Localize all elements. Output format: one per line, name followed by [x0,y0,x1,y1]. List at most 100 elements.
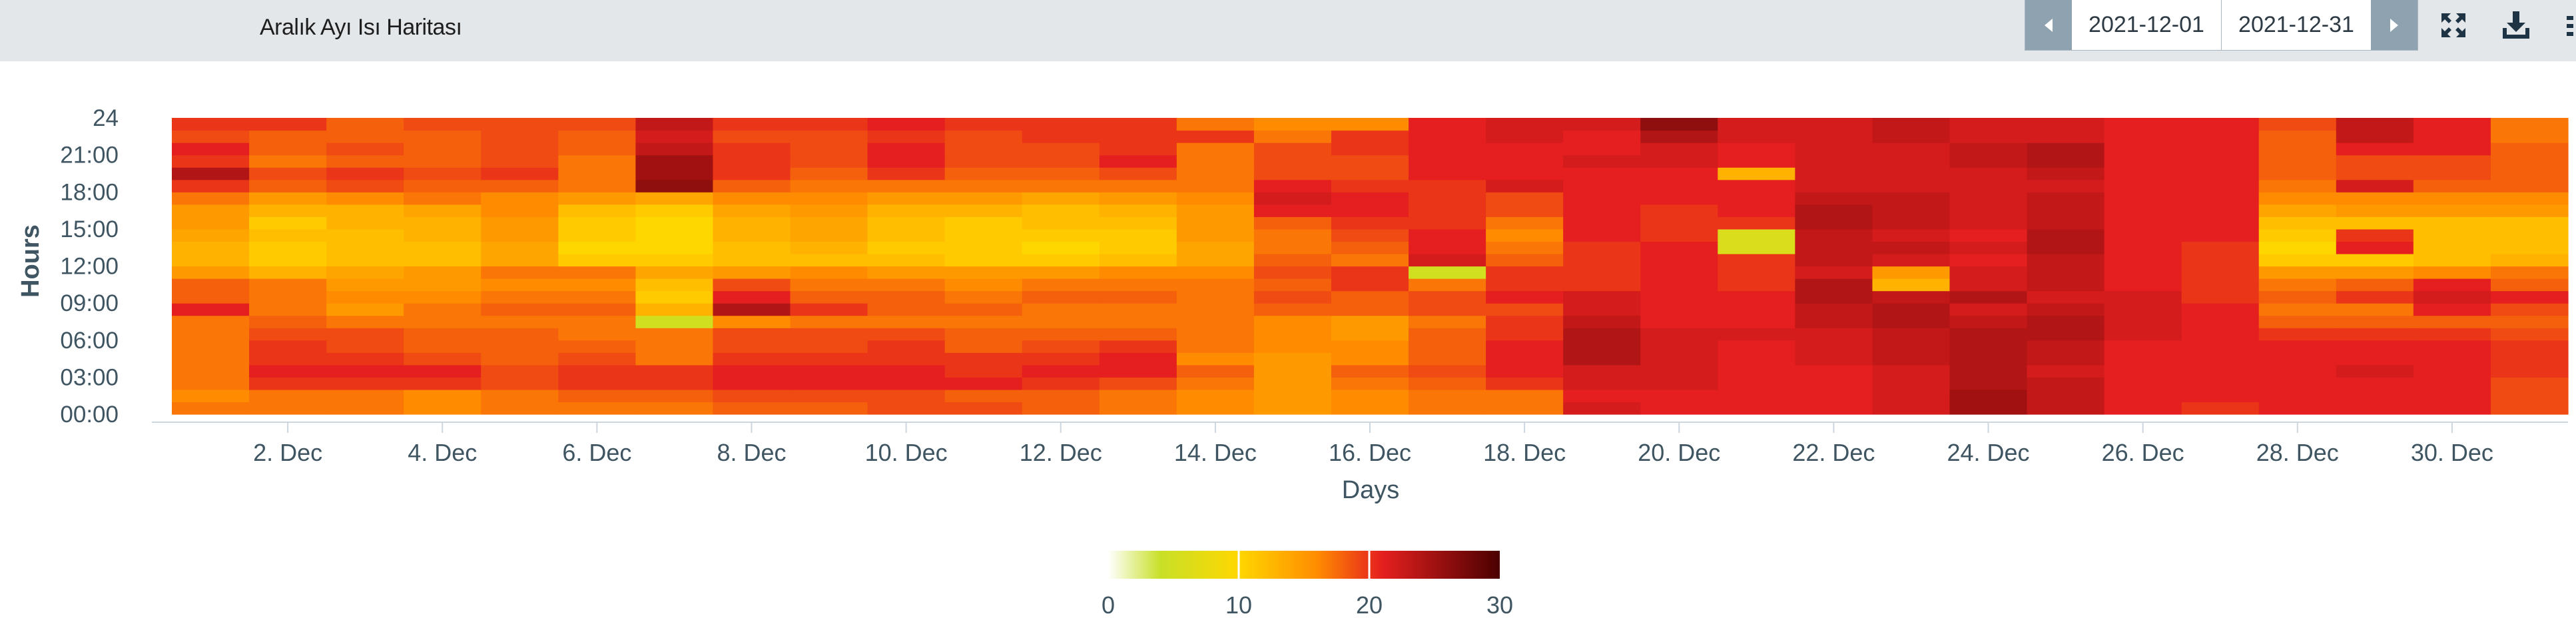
heatmap-cell[interactable] [2413,266,2491,279]
heatmap-cell[interactable] [172,364,250,378]
heatmap-cell[interactable] [2258,315,2337,328]
heatmap-cell[interactable] [635,352,714,366]
heatmap-cell[interactable] [2258,303,2337,316]
heatmap-cell[interactable] [2336,241,2414,254]
heatmap-cell[interactable] [1409,253,1486,267]
heatmap-cell[interactable] [1253,352,1332,366]
heatmap-cell[interactable] [2336,377,2414,390]
heatmap-cell[interactable] [1486,155,1564,168]
heatmap-cell[interactable] [867,118,946,131]
heatmap-cell[interactable] [1795,328,1873,341]
heatmap-cell[interactable] [1949,328,2028,341]
heatmap-cell[interactable] [1409,364,1486,378]
heatmap-cell[interactable] [2027,266,2105,279]
heatmap-cell[interactable] [1409,130,1486,143]
heatmap-cell[interactable] [2181,241,2260,254]
heatmap-cell[interactable] [2104,155,2182,168]
heatmap-cell[interactable] [1253,167,1332,180]
heatmap-cell[interactable] [2181,328,2260,341]
heatmap-cell[interactable] [404,340,482,353]
heatmap-cell[interactable] [1253,377,1332,390]
heatmap-cell[interactable] [1718,204,1795,217]
heatmap-cell[interactable] [2258,364,2337,378]
heatmap-cell[interactable] [2336,389,2414,403]
heatmap-cell[interactable] [2336,179,2414,192]
heatmap-cell[interactable] [1099,328,1177,341]
heatmap-cell[interactable] [481,130,559,143]
heatmap-cell[interactable] [867,179,946,192]
heatmap-cell[interactable] [713,278,791,292]
heatmap-cell[interactable] [1409,402,1486,415]
heatmap-cell[interactable] [2490,204,2569,217]
heatmap-cell[interactable] [635,130,714,143]
heatmap-cell[interactable] [1718,253,1795,267]
heatmap-cell[interactable] [790,352,868,366]
heatmap-cell[interactable] [1640,328,1718,341]
heatmap-cell[interactable] [404,216,482,230]
heatmap-cell[interactable] [790,155,868,168]
heatmap-cell[interactable] [1409,315,1486,328]
heatmap-cell[interactable] [1795,377,1873,390]
heatmap-cell[interactable] [249,364,327,378]
heatmap-cell[interactable] [1949,192,2028,205]
heatmap-cell[interactable] [2104,253,2182,267]
heatmap-cell[interactable] [404,278,482,292]
heatmap-cell[interactable] [1022,340,1100,353]
heatmap-cell[interactable] [1949,228,2028,242]
heatmap-cell[interactable] [481,179,559,192]
heatmap-cell[interactable] [2181,389,2260,403]
heatmap-cell[interactable] [2490,315,2569,328]
end-date-input[interactable]: 2021-12-31 [2221,0,2371,50]
heatmap-cell[interactable] [2027,328,2105,341]
heatmap-cell[interactable] [249,143,327,156]
heatmap-cell[interactable] [713,216,791,230]
heatmap-cell[interactable] [2181,278,2260,292]
heatmap-cell[interactable] [1795,241,1873,254]
heatmap-cell[interactable] [635,155,714,168]
heatmap-cell[interactable] [1253,266,1332,279]
heatmap-cell[interactable] [1795,130,1873,143]
heatmap-cell[interactable] [1718,241,1795,254]
heatmap-cell[interactable] [1872,192,1951,205]
heatmap-cell[interactable] [1409,204,1486,217]
heatmap-cell[interactable] [867,143,946,156]
heatmap-cell[interactable] [249,315,327,328]
heatmap-cell[interactable] [558,364,636,378]
heatmap-cell[interactable] [481,192,559,205]
heatmap-cell[interactable] [1486,402,1564,415]
heatmap-cell[interactable] [1331,155,1409,168]
heatmap-cell[interactable] [790,241,868,254]
heatmap-cell[interactable] [2490,266,2569,279]
heatmap-cell[interactable] [2258,228,2337,242]
heatmap-cell[interactable] [1795,303,1873,316]
heatmap-cell[interactable] [558,303,636,316]
heatmap-cell[interactable] [1099,216,1177,230]
heatmap-cell[interactable] [1099,167,1177,180]
heatmap-cell[interactable] [1486,290,1564,304]
heatmap-cell[interactable] [172,216,250,230]
heatmap-cell[interactable] [2413,192,2491,205]
heatmap-cell[interactable] [2490,389,2569,403]
heatmap-cell[interactable] [2336,204,2414,217]
heatmap-cell[interactable] [1099,130,1177,143]
heatmap-cell[interactable] [1022,377,1100,390]
heatmap-cell[interactable] [944,167,1023,180]
heatmap-cell[interactable] [2027,241,2105,254]
heatmap-cell[interactable] [404,192,482,205]
heatmap-cell[interactable] [1176,315,1255,328]
heatmap-cell[interactable] [1872,241,1951,254]
heatmap-cell[interactable] [790,303,868,316]
heatmap-cell[interactable] [790,402,868,415]
heatmap-cell[interactable] [790,315,868,328]
heatmap-cell[interactable] [2490,155,2569,168]
heatmap-cell[interactable] [2181,352,2260,366]
heatmap-cell[interactable] [944,179,1023,192]
heatmap-cell[interactable] [2336,143,2414,156]
heatmap-cell[interactable] [1176,130,1255,143]
heatmap-cell[interactable] [1486,167,1564,180]
heatmap-cell[interactable] [2413,278,2491,292]
heatmap-cell[interactable] [2413,303,2491,316]
heatmap-cell[interactable] [326,340,404,353]
heatmap-cell[interactable] [2027,204,2105,217]
heatmap-cell[interactable] [1176,241,1255,254]
